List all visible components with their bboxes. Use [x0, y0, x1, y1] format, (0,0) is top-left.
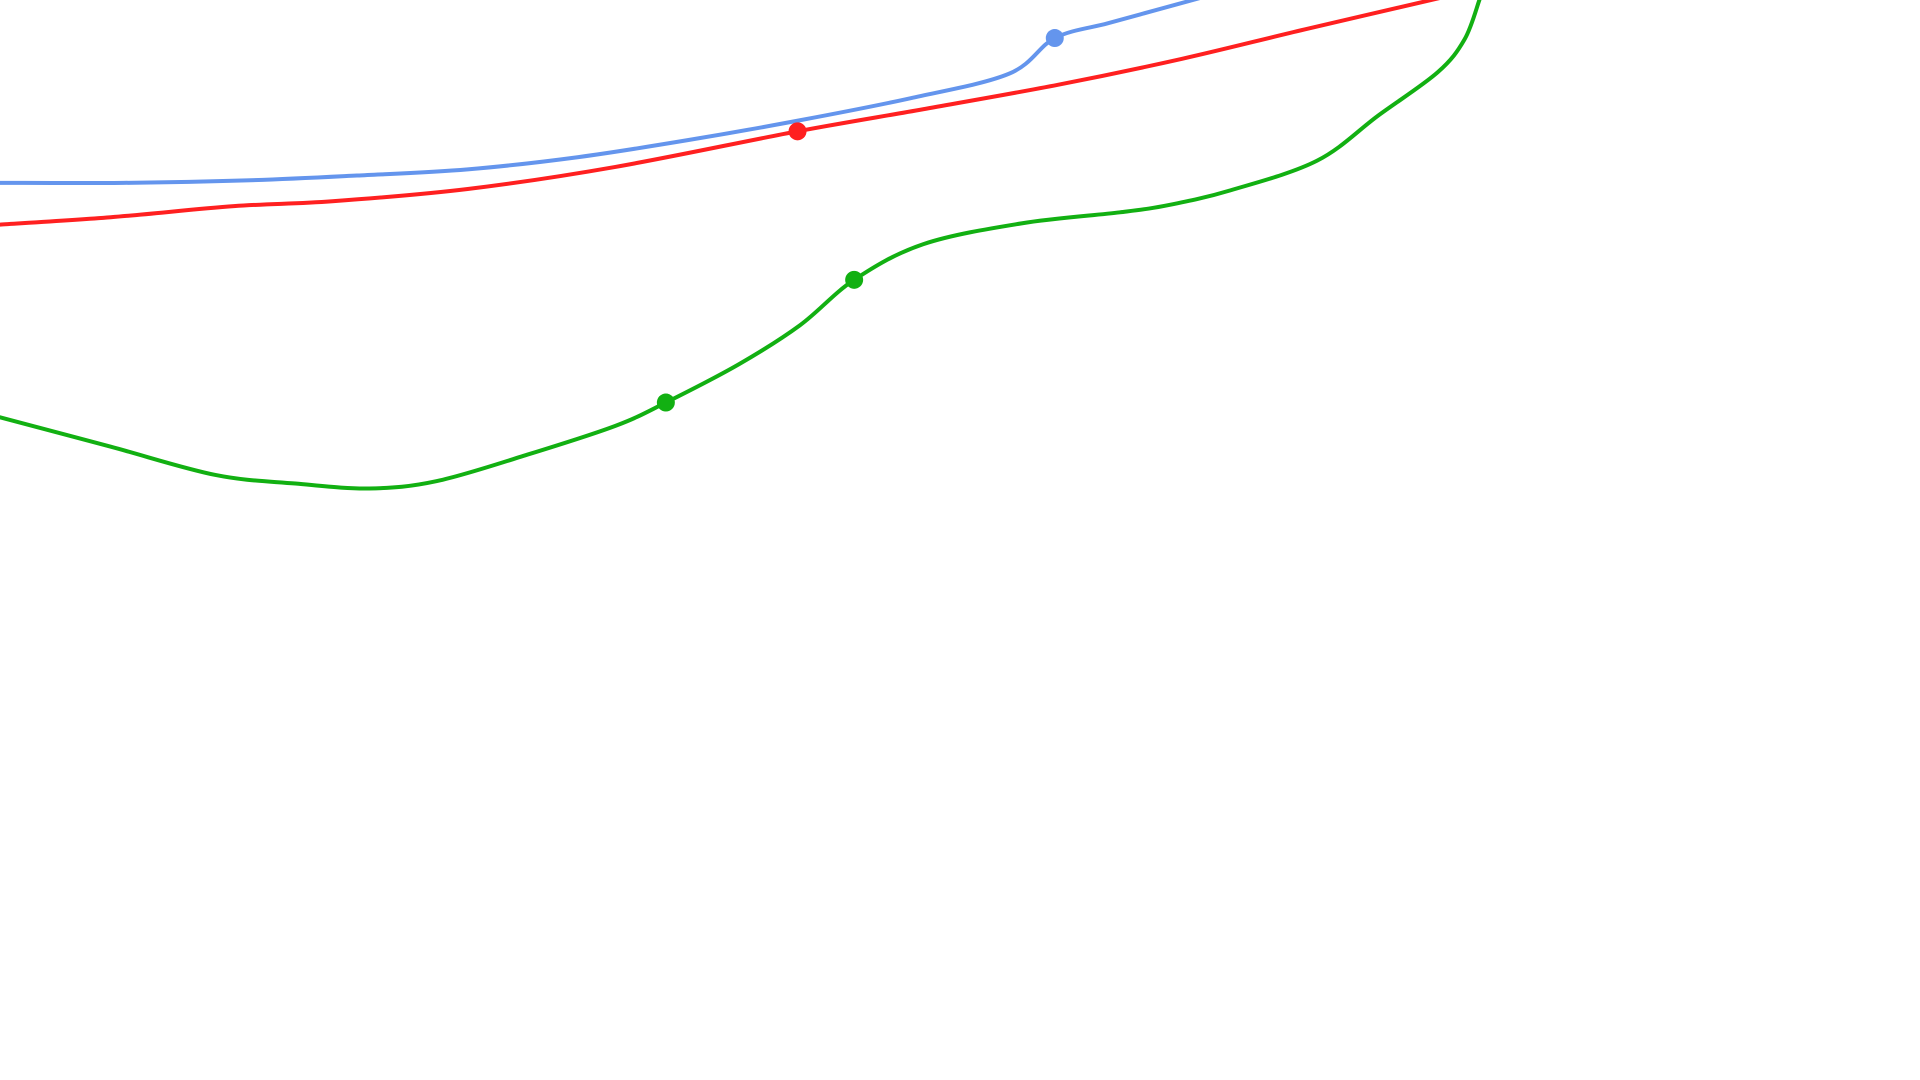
- series-3-point-1: [656, 393, 675, 412]
- series-2-line: [0, 0, 1441, 227]
- series-2-point-1: [788, 122, 807, 141]
- series-2-group: [0, 0, 1441, 227]
- series-3-point-2: [845, 270, 864, 289]
- series-1-line: [0, 0, 1201, 186]
- series-3-group: [0, 0, 1482, 491]
- series-1-group: [0, 0, 1201, 186]
- series-1-point-1: [1045, 29, 1064, 48]
- series-3-line: [0, 0, 1482, 491]
